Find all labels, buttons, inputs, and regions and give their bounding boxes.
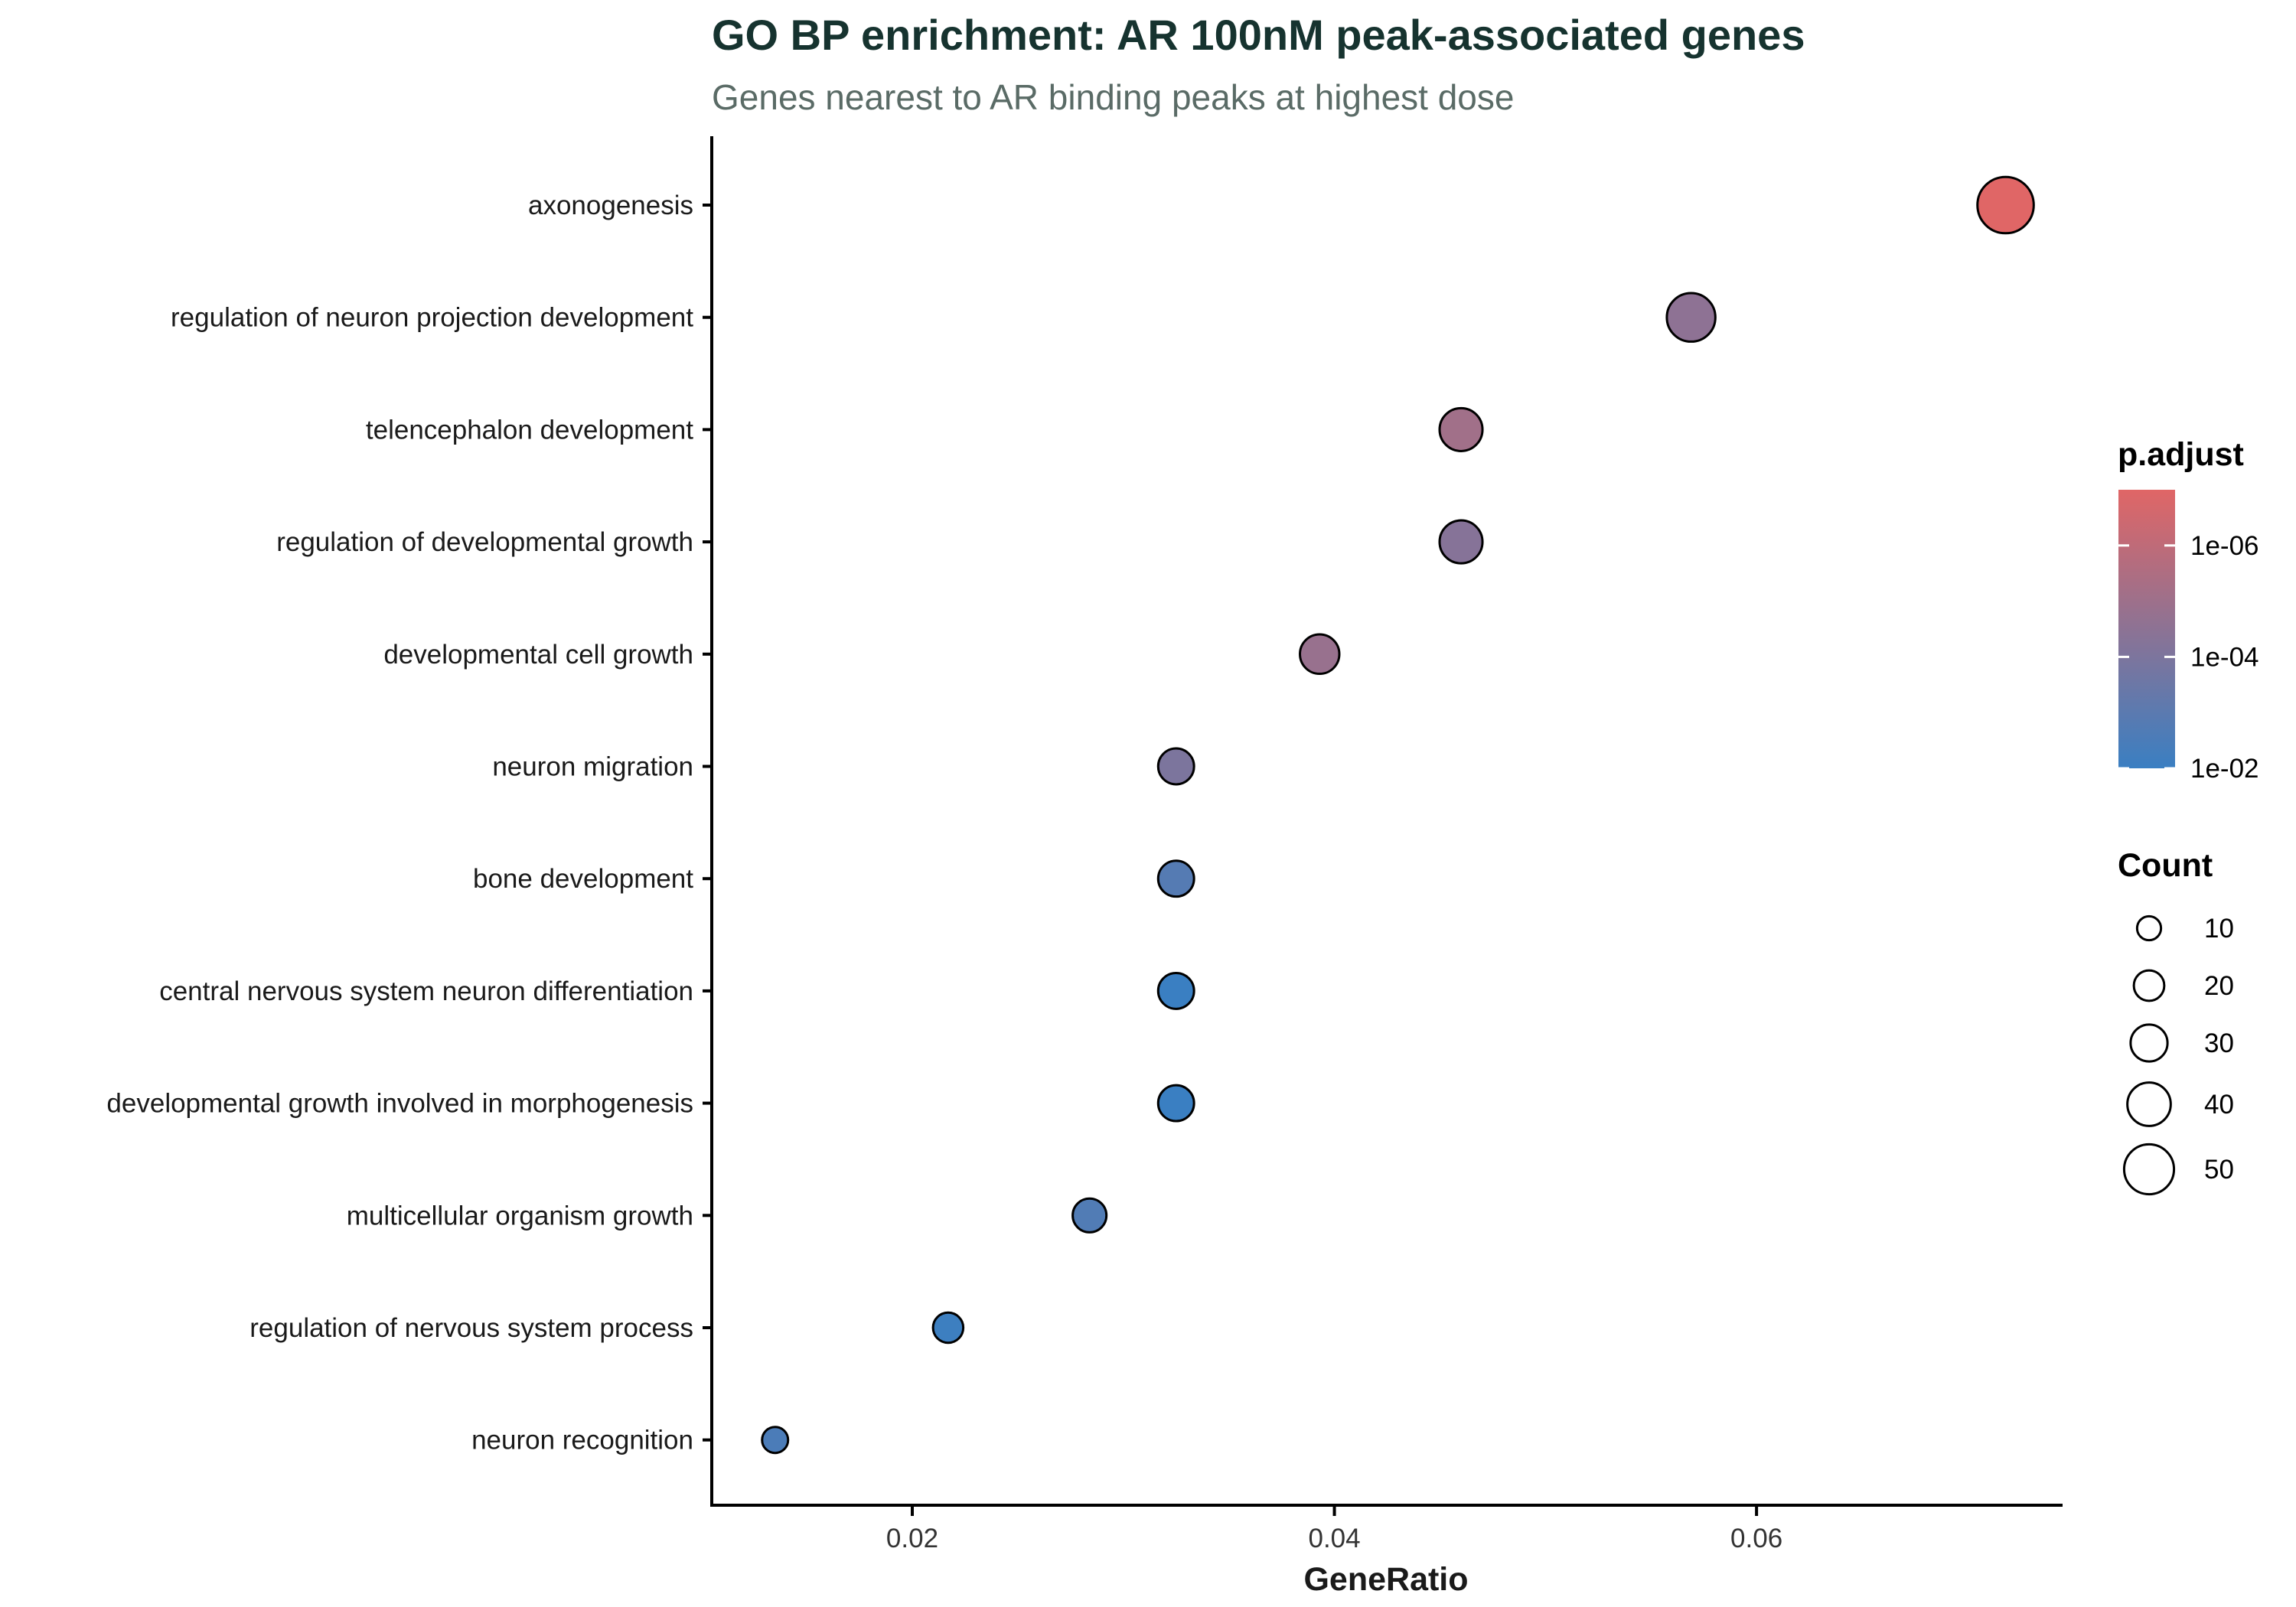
size-legend-symbol	[2135, 914, 2163, 942]
data-point	[1438, 406, 1484, 452]
size-legend-label: 40	[2204, 1090, 2234, 1120]
size-legend-label: 10	[2204, 914, 2234, 944]
data-point	[1665, 292, 1717, 343]
data-point	[761, 1426, 790, 1455]
data-point	[1976, 175, 2035, 235]
y-tick-label: multicellular organism growth	[347, 1201, 693, 1231]
x-tick-label: 0.02	[886, 1524, 938, 1553]
x-axis-ticks: 0.02 0.04 0.06	[886, 1507, 1782, 1553]
y-tick-label: developmental growth involved in morphog…	[106, 1089, 693, 1119]
size-legend-symbol	[2126, 1081, 2172, 1127]
size-legend-symbol	[2122, 1143, 2176, 1196]
color-legend: p.adjust 1e-06 1e-04 1e-02	[2118, 436, 2259, 784]
size-legend: Count 10 20 30 40 50	[2118, 847, 2234, 1196]
y-tick-label: central nervous system neuron differenti…	[159, 976, 693, 1006]
color-legend-title: p.adjust	[2118, 436, 2244, 473]
x-tick-label: 0.06	[1730, 1524, 1782, 1553]
data-point	[1156, 1084, 1195, 1123]
y-tick-label: regulation of developmental growth	[276, 527, 693, 557]
color-legend-label: 1e-06	[2190, 531, 2259, 561]
color-legend-label: 1e-04	[2190, 642, 2259, 672]
y-tick-label: regulation of neuron projection developm…	[171, 303, 693, 333]
y-tick-label: bone development	[473, 864, 693, 894]
size-legend-symbol	[2129, 1023, 2169, 1063]
data-point	[1071, 1197, 1108, 1234]
y-axis-ticks: axonogenesis regulation of neuron project…	[106, 191, 712, 1455]
chart-subtitle: Genes nearest to AR binding peaks at hig…	[712, 77, 1514, 117]
size-legend-label: 50	[2204, 1155, 2234, 1185]
size-legend-label: 20	[2204, 971, 2234, 1001]
y-tick-label: telencephalon development	[366, 415, 693, 445]
data-points	[761, 175, 2035, 1455]
data-point	[1156, 971, 1195, 1010]
data-point	[1156, 747, 1195, 786]
x-axis-title: GeneRatio	[1303, 1561, 1468, 1598]
size-legend-title: Count	[2118, 847, 2213, 884]
y-tick-label: neuron recognition	[471, 1426, 693, 1455]
color-legend-bar	[2118, 490, 2175, 768]
x-tick-label: 0.04	[1308, 1524, 1360, 1553]
data-point	[1438, 519, 1484, 565]
data-point	[1299, 633, 1341, 676]
color-legend-ticks: 1e-06 1e-04 1e-02	[2118, 531, 2259, 784]
data-point	[931, 1311, 965, 1345]
chart-title: GO BP enrichment: AR 100nM peak-associat…	[712, 11, 1805, 59]
size-legend-label: 30	[2204, 1028, 2234, 1058]
size-legend-items: 10 20 30 40 50	[2122, 914, 2234, 1196]
y-tick-label: regulation of nervous system process	[249, 1313, 693, 1343]
size-legend-symbol	[2132, 969, 2166, 1002]
y-tick-label: axonogenesis	[528, 191, 693, 220]
plot-axes	[710, 136, 2063, 1507]
y-tick-label: neuron migration	[492, 752, 693, 782]
data-point	[1156, 859, 1195, 898]
y-tick-label: developmental cell growth	[383, 640, 693, 670]
color-legend-label: 1e-02	[2190, 754, 2259, 784]
